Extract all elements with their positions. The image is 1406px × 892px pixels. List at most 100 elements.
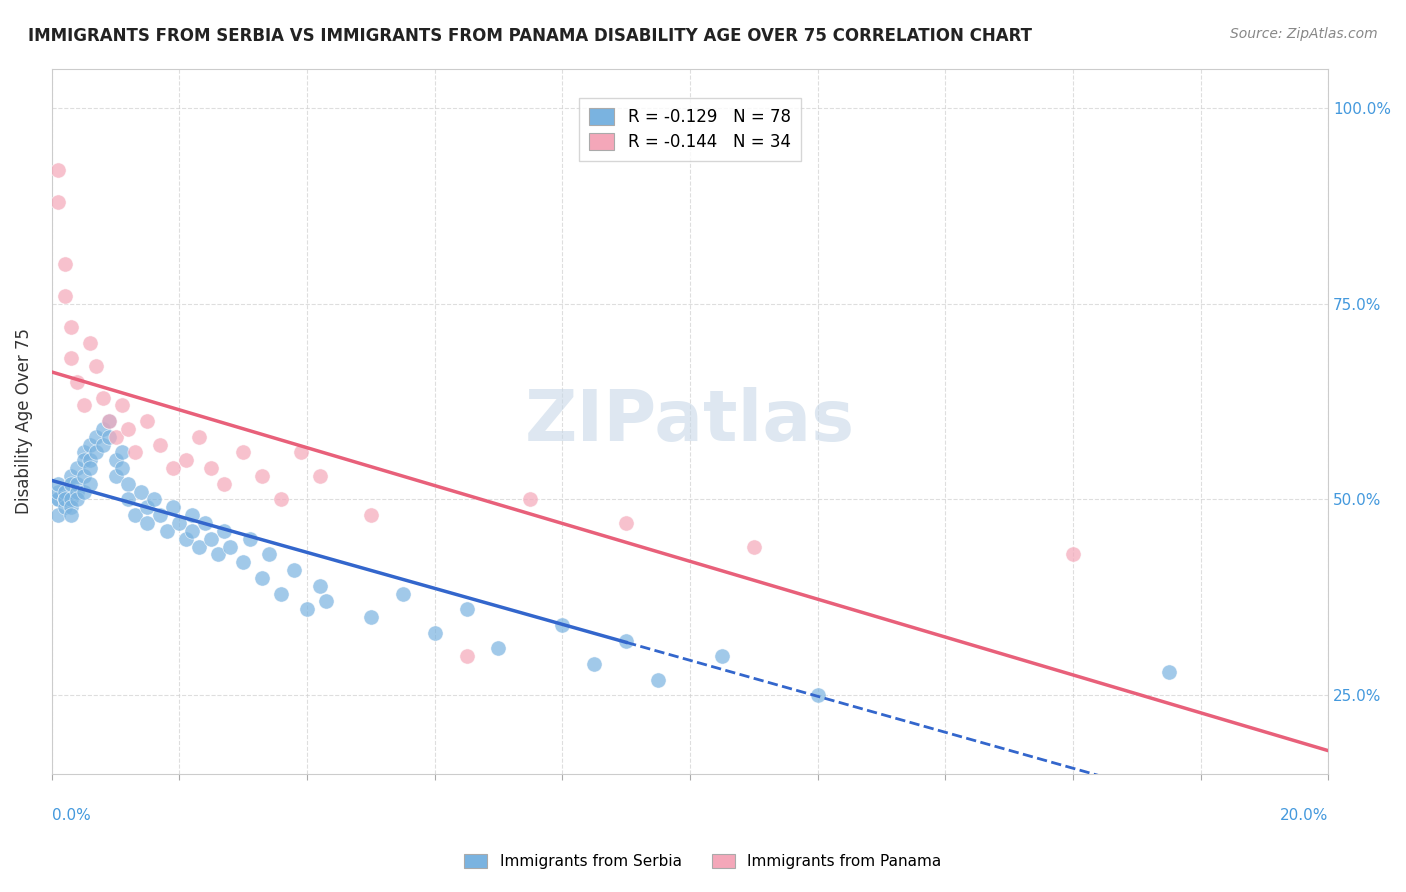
Point [117, 476, 139, 491]
Point [136, 500, 159, 515]
Point [59, 500, 82, 515]
Point [104, 453, 127, 467]
Point [66, 461, 89, 475]
Point [295, 602, 318, 616]
Point [66, 492, 89, 507]
Point [308, 469, 330, 483]
Text: ZIPatlas: ZIPatlas [524, 386, 855, 456]
Text: 0.0%: 0.0% [52, 808, 90, 823]
Point [111, 461, 134, 475]
Point [647, 673, 669, 687]
Point [91, 437, 114, 451]
Point [53, 500, 76, 515]
Point [111, 399, 134, 413]
Point [257, 547, 280, 561]
Point [614, 516, 637, 530]
Text: 20.0%: 20.0% [1279, 808, 1329, 823]
Point [104, 430, 127, 444]
Point [53, 492, 76, 507]
Point [46, 194, 69, 209]
Point [583, 657, 606, 671]
Point [59, 320, 82, 334]
Point [86, 359, 108, 374]
Text: IMMIGRANTS FROM SERBIA VS IMMIGRANTS FROM PANAMA DISABILITY AGE OVER 75 CORRELAT: IMMIGRANTS FROM SERBIA VS IMMIGRANTS FRO… [28, 27, 1032, 45]
Point [174, 453, 197, 467]
Point [79, 437, 101, 451]
Point [212, 476, 235, 491]
Point [270, 586, 292, 600]
Point [98, 430, 121, 444]
Point [66, 476, 89, 491]
Point [73, 469, 96, 483]
Point [136, 516, 159, 530]
Point [308, 579, 330, 593]
Text: Source: ZipAtlas.com: Source: ZipAtlas.com [1230, 27, 1378, 41]
Point [98, 414, 121, 428]
Point [488, 641, 510, 656]
Point [59, 476, 82, 491]
Point [149, 508, 172, 523]
Point [59, 508, 82, 523]
Point [149, 437, 172, 451]
Point [59, 492, 82, 507]
Point [200, 532, 222, 546]
Point [117, 492, 139, 507]
Point [212, 524, 235, 538]
Point [117, 422, 139, 436]
Point [174, 532, 197, 546]
Point [239, 532, 262, 546]
Point [181, 524, 204, 538]
Point [315, 594, 337, 608]
Point [456, 649, 478, 664]
Point [124, 508, 146, 523]
Point [162, 500, 184, 515]
Point [98, 414, 121, 428]
Point [742, 540, 765, 554]
Point [614, 633, 637, 648]
Point [142, 492, 165, 507]
Point [46, 508, 69, 523]
Point [169, 516, 191, 530]
Point [219, 540, 242, 554]
Point [53, 492, 76, 507]
Point [181, 508, 204, 523]
Point [136, 414, 159, 428]
Point [66, 484, 89, 499]
Point [73, 453, 96, 467]
Point [1157, 665, 1180, 679]
Point [551, 618, 574, 632]
Point [46, 163, 69, 178]
Point [91, 391, 114, 405]
Point [200, 461, 222, 475]
Legend: Immigrants from Serbia, Immigrants from Panama: Immigrants from Serbia, Immigrants from … [458, 848, 948, 875]
Y-axis label: Disability Age Over 75: Disability Age Over 75 [15, 328, 32, 514]
Point [456, 602, 478, 616]
Point [46, 484, 69, 499]
Point [252, 469, 274, 483]
Point [710, 649, 733, 664]
Point [73, 399, 96, 413]
Point [194, 516, 217, 530]
Point [129, 484, 152, 499]
Point [104, 469, 127, 483]
Point [360, 610, 382, 624]
Point [270, 492, 292, 507]
Point [232, 445, 254, 459]
Point [59, 351, 82, 366]
Point [79, 453, 101, 467]
Point [162, 461, 184, 475]
Point [232, 555, 254, 569]
Point [86, 430, 108, 444]
Point [53, 492, 76, 507]
Point [53, 484, 76, 499]
Point [252, 571, 274, 585]
Point [207, 547, 229, 561]
Point [91, 422, 114, 436]
Point [290, 445, 312, 459]
Point [519, 492, 541, 507]
Point [59, 469, 82, 483]
Point [46, 476, 69, 491]
Point [187, 540, 209, 554]
Point [79, 461, 101, 475]
Point [156, 524, 179, 538]
